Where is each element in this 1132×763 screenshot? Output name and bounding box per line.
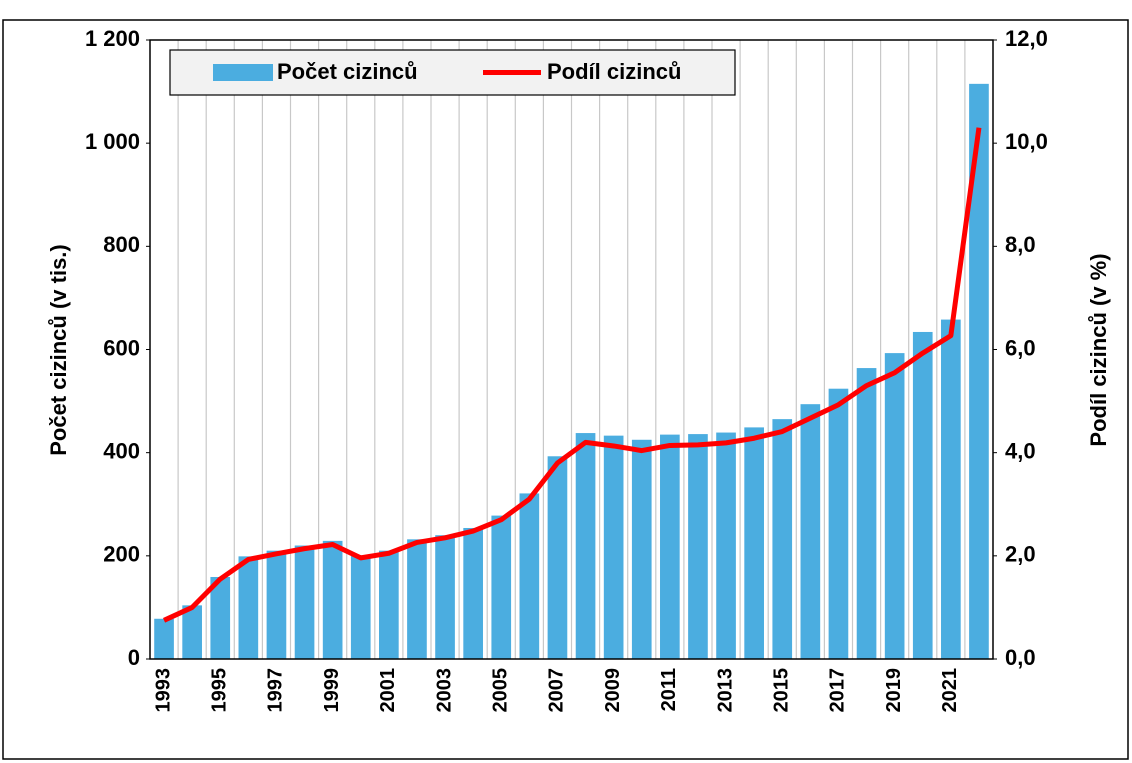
bar [154,618,174,659]
x-tick-label: 2011 [658,668,680,711]
bar [322,540,343,659]
x-tick-label: 2021 [939,668,961,713]
x-tick-label: 2007 [546,668,568,713]
x-tick-label: 2005 [490,668,512,713]
frame [2,19,1129,760]
bar [519,493,540,659]
legend-swatch [213,64,273,81]
legend-label: Podíl cizinců [547,59,681,84]
x-tick-label: 1993 [152,668,174,713]
x-tick-label: 2019 [883,668,905,713]
bar [856,368,877,659]
bar [772,419,793,659]
y2-axis-title: Podíl cizinců (v %) [1086,253,1111,446]
bar [266,550,287,659]
x-tick-label: 2009 [602,668,624,713]
bar [350,555,371,659]
bar [744,427,764,659]
y-tick-label: 800 [103,232,140,257]
bar [379,550,399,659]
y2-tick-label: 4,0 [1005,438,1036,463]
y2-tick-label: 0,0 [1005,645,1036,670]
bar [716,432,736,659]
line [163,127,982,623]
bar [969,83,989,660]
y-tick-label: 1 200 [85,26,140,51]
bar [688,434,708,659]
bar [435,535,455,659]
y2-tick-label: 6,0 [1005,335,1036,360]
y2-tick-label: 12,0 [1005,26,1048,51]
bar [238,556,259,659]
bar [603,435,624,659]
y2-tick-label: 2,0 [1005,542,1036,567]
bar [884,353,905,659]
bar [631,439,652,659]
y-tick-label: 0 [128,645,140,670]
bar [828,388,849,659]
x-tick-label: 2001 [377,668,399,713]
bar [463,527,483,659]
legend-label: Počet cizinců [277,59,418,84]
y2-tick-label: 8,0 [1005,232,1036,257]
bar [294,545,315,659]
bar [800,404,821,659]
x-tick-label: 2013 [714,668,736,713]
x-tick-label: 1997 [265,668,287,713]
y-tick-label: 600 [103,335,140,360]
bar [182,605,202,659]
bar [575,433,596,659]
y2-tick-label: 10,0 [1005,129,1048,154]
bar [407,539,427,659]
bar [941,319,961,659]
y-tick-label: 200 [103,542,140,567]
x-tick-label: 2015 [771,668,793,713]
bar [912,331,933,659]
bar [210,576,231,659]
x-tick-label: 1995 [209,668,231,713]
x-tick-label: 2003 [433,668,455,713]
x-tick-label: 1999 [321,668,343,713]
x-tick-label: 2017 [827,668,849,713]
y-tick-label: 400 [103,438,140,463]
bar [491,515,512,659]
y-tick-label: 1 000 [85,129,140,154]
plot-border [149,39,994,660]
bar [547,456,568,659]
bar [660,434,680,659]
y-axis-title: Počet cizinců (v tis.) [46,244,71,456]
